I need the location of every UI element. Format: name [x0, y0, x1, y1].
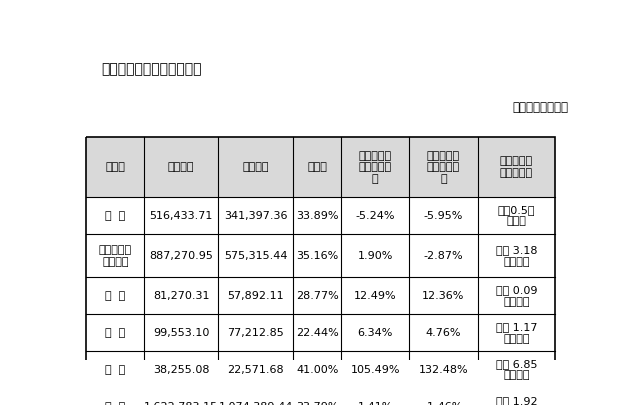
Text: 橱  柜: 橱 柜	[105, 211, 125, 221]
Text: 营业收入比
上年同期增
减: 营业收入比 上年同期增 减	[358, 151, 392, 184]
Text: 增长 3.18
个百分点: 增长 3.18 个百分点	[495, 245, 537, 266]
Text: 57,892.11: 57,892.11	[227, 291, 284, 301]
Text: 4.76%: 4.76%	[426, 328, 461, 338]
Text: 营业成本比
上年同期增
减: 营业成本比 上年同期增 减	[427, 151, 460, 184]
Text: 77,212.85: 77,212.85	[227, 328, 284, 338]
Text: 1,074,389.44: 1,074,389.44	[218, 402, 292, 405]
Text: 1,622,783.15: 1,622,783.15	[144, 402, 218, 405]
Text: 毛利率比上
年同期增减: 毛利率比上 年同期增减	[500, 156, 533, 178]
Text: 6.34%: 6.34%	[358, 328, 393, 338]
Text: 575,315.44: 575,315.44	[224, 251, 287, 261]
Text: -5.24%: -5.24%	[356, 211, 395, 221]
Text: 增长 1.17
个百分点: 增长 1.17 个百分点	[495, 322, 537, 343]
Text: 33.79%: 33.79%	[296, 402, 339, 405]
Text: 22.44%: 22.44%	[296, 328, 339, 338]
Text: 增长 1.92
个百分点: 增长 1.92 个百分点	[495, 396, 537, 405]
Text: （一）主营业务分产品情况: （一）主营业务分产品情况	[102, 62, 202, 77]
Text: 38,255.08: 38,255.08	[153, 364, 209, 375]
Text: 22,571.68: 22,571.68	[227, 364, 284, 375]
Text: -2.87%: -2.87%	[424, 251, 463, 261]
Text: 12.36%: 12.36%	[422, 291, 465, 301]
Text: 1.41%: 1.41%	[358, 402, 393, 405]
Text: 99,553.10: 99,553.10	[153, 328, 209, 338]
Text: 卫  浴: 卫 浴	[105, 291, 125, 301]
Text: 单位：人民币万元: 单位：人民币万元	[512, 101, 568, 114]
Text: 减少 6.85
个百分点: 减少 6.85 个百分点	[495, 359, 537, 380]
Text: 其  他: 其 他	[105, 364, 125, 375]
Text: 营业收入: 营业收入	[168, 162, 195, 172]
Text: 衣柜及配套
家具产品: 衣柜及配套 家具产品	[99, 245, 132, 266]
Text: 28.77%: 28.77%	[296, 291, 339, 301]
Text: -1.46%: -1.46%	[424, 402, 463, 405]
Text: 毛利率: 毛利率	[307, 162, 327, 172]
Text: 81,270.31: 81,270.31	[153, 291, 209, 301]
Text: 增长0.5个
百分点: 增长0.5个 百分点	[497, 205, 535, 226]
Text: 12.49%: 12.49%	[354, 291, 397, 301]
Text: -5.95%: -5.95%	[424, 211, 463, 221]
Text: 33.89%: 33.89%	[296, 211, 339, 221]
Text: 341,397.36: 341,397.36	[224, 211, 287, 221]
Text: 1.90%: 1.90%	[358, 251, 393, 261]
Bar	[86, 137, 555, 197]
Text: 木  门: 木 门	[105, 328, 125, 338]
Text: 132.48%: 132.48%	[419, 364, 468, 375]
Text: 35.16%: 35.16%	[296, 251, 339, 261]
Text: 105.49%: 105.49%	[351, 364, 400, 375]
Text: 增长 0.09
个百分点: 增长 0.09 个百分点	[495, 285, 537, 307]
Text: 分产品: 分产品	[106, 162, 125, 172]
Text: 887,270.95: 887,270.95	[149, 251, 213, 261]
Text: 合  计: 合 计	[105, 402, 125, 405]
Text: 营业成本: 营业成本	[243, 162, 269, 172]
Text: 516,433.71: 516,433.71	[150, 211, 213, 221]
Text: 41.00%: 41.00%	[296, 364, 339, 375]
